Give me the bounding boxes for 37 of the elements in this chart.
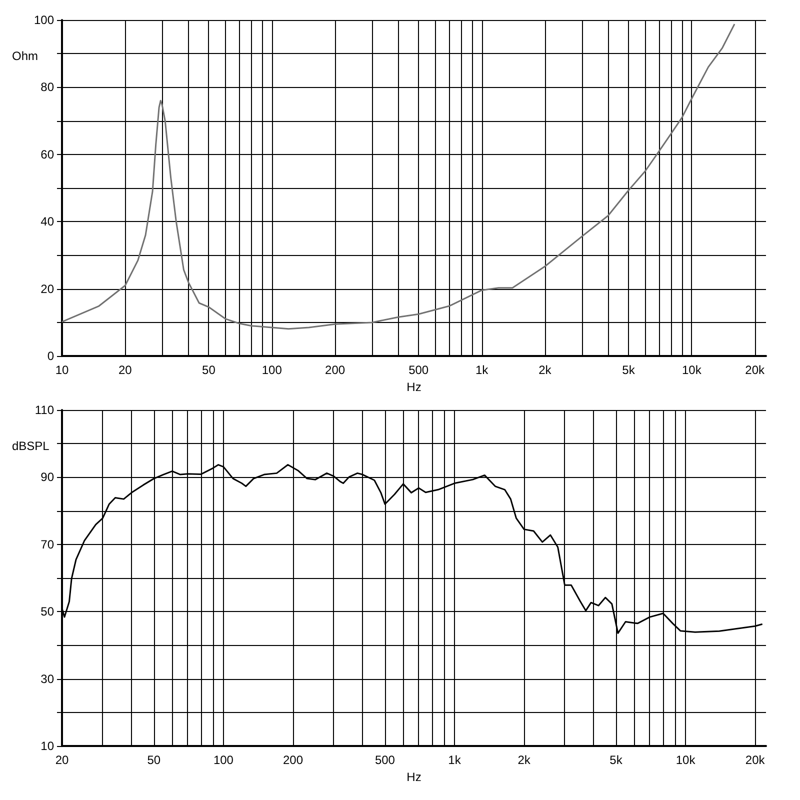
x-tick-label: 2k (518, 753, 532, 768)
x-tick-label: 20k (745, 753, 766, 768)
x-tick-label: 200 (283, 753, 304, 768)
y-tick-label: 110 (34, 403, 54, 417)
y-axis-title: Ohm (12, 49, 38, 63)
y-tick-label: 50 (40, 604, 54, 619)
y-tick-label: 40 (40, 214, 54, 229)
y-tick-label: 100 (34, 13, 54, 27)
y-tick-label: 0 (47, 349, 54, 364)
x-axis-title: Hz (406, 770, 422, 784)
y-tick-label: 10 (40, 739, 54, 754)
y-tick-label: 60 (40, 147, 54, 162)
x-tick-label: 50 (147, 753, 161, 768)
y-tick-label: 90 (40, 470, 54, 484)
x-tick-label: 500 (408, 363, 429, 378)
x-tick-label: 500 (374, 753, 396, 768)
y-tick-label: 30 (40, 672, 54, 686)
x-tick-label: 2k (538, 363, 552, 378)
x-tick-label: 1k (448, 753, 462, 768)
y-tick-label: 70 (40, 537, 54, 552)
x-tick-label: 20k (745, 363, 766, 378)
y-axis-title: dBSPL (12, 439, 50, 453)
x-tick-label: 10k (682, 363, 702, 378)
x-tick-label: 20 (55, 753, 69, 768)
x-tick-label: 5k (622, 363, 636, 378)
x-tick-label: 100 (262, 363, 282, 378)
x-tick-label: 100 (213, 753, 234, 768)
y-tick-label: 20 (40, 282, 54, 296)
x-tick-label: 20 (118, 363, 132, 378)
x-tick-label: 200 (325, 363, 346, 378)
x-tick-label: 10k (676, 753, 696, 768)
x-tick-label: 5k (610, 753, 624, 768)
x-tick-label: 1k (475, 363, 490, 378)
x-axis-title: Hz (406, 380, 422, 394)
x-tick-label: 10 (55, 363, 69, 378)
y-tick-label: 80 (40, 80, 54, 94)
x-tick-label: 50 (202, 363, 216, 378)
